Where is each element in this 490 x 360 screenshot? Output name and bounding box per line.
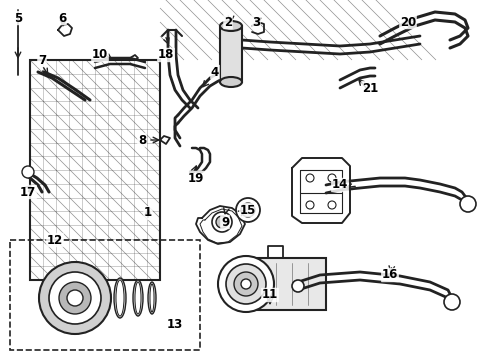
Ellipse shape bbox=[220, 21, 242, 31]
Ellipse shape bbox=[133, 280, 143, 316]
Text: 2: 2 bbox=[224, 15, 232, 28]
Text: 3: 3 bbox=[252, 15, 260, 28]
Circle shape bbox=[306, 174, 314, 182]
Circle shape bbox=[49, 272, 101, 324]
Circle shape bbox=[234, 272, 258, 296]
Bar bbox=[220, 26, 242, 82]
Circle shape bbox=[59, 282, 91, 314]
Text: 5: 5 bbox=[14, 12, 22, 24]
Bar bbox=[30, 60, 160, 280]
Circle shape bbox=[292, 280, 304, 292]
Ellipse shape bbox=[150, 284, 154, 312]
Circle shape bbox=[67, 290, 83, 306]
Bar bbox=[10, 240, 200, 350]
Circle shape bbox=[212, 212, 232, 232]
Circle shape bbox=[306, 201, 314, 209]
Text: 20: 20 bbox=[400, 15, 416, 28]
Text: 7: 7 bbox=[38, 54, 46, 67]
Bar bbox=[248, 258, 326, 310]
Circle shape bbox=[328, 201, 336, 209]
Text: 11: 11 bbox=[262, 288, 278, 302]
Ellipse shape bbox=[114, 278, 126, 318]
Circle shape bbox=[39, 262, 111, 334]
Text: 18: 18 bbox=[158, 49, 174, 62]
Circle shape bbox=[236, 198, 260, 222]
Circle shape bbox=[218, 256, 274, 312]
Text: 16: 16 bbox=[382, 269, 398, 282]
Text: 6: 6 bbox=[58, 12, 66, 24]
Text: 14: 14 bbox=[332, 179, 348, 192]
Text: 17: 17 bbox=[20, 185, 36, 198]
Text: 21: 21 bbox=[362, 81, 378, 94]
Text: 9: 9 bbox=[221, 216, 229, 229]
Circle shape bbox=[460, 196, 476, 212]
Text: 1: 1 bbox=[144, 207, 152, 220]
Circle shape bbox=[226, 264, 266, 304]
Circle shape bbox=[241, 203, 255, 217]
Ellipse shape bbox=[220, 77, 242, 87]
Ellipse shape bbox=[135, 282, 141, 314]
Circle shape bbox=[241, 279, 251, 289]
Text: 13: 13 bbox=[167, 319, 183, 332]
Text: 19: 19 bbox=[188, 171, 204, 184]
Ellipse shape bbox=[116, 280, 124, 316]
Ellipse shape bbox=[148, 282, 156, 314]
Circle shape bbox=[328, 174, 336, 182]
Text: 8: 8 bbox=[138, 134, 146, 147]
Text: 15: 15 bbox=[240, 203, 256, 216]
Text: 4: 4 bbox=[211, 66, 219, 78]
Text: 10: 10 bbox=[92, 49, 108, 62]
Circle shape bbox=[216, 216, 228, 228]
Circle shape bbox=[444, 294, 460, 310]
Circle shape bbox=[22, 166, 34, 178]
Text: 12: 12 bbox=[47, 234, 63, 247]
